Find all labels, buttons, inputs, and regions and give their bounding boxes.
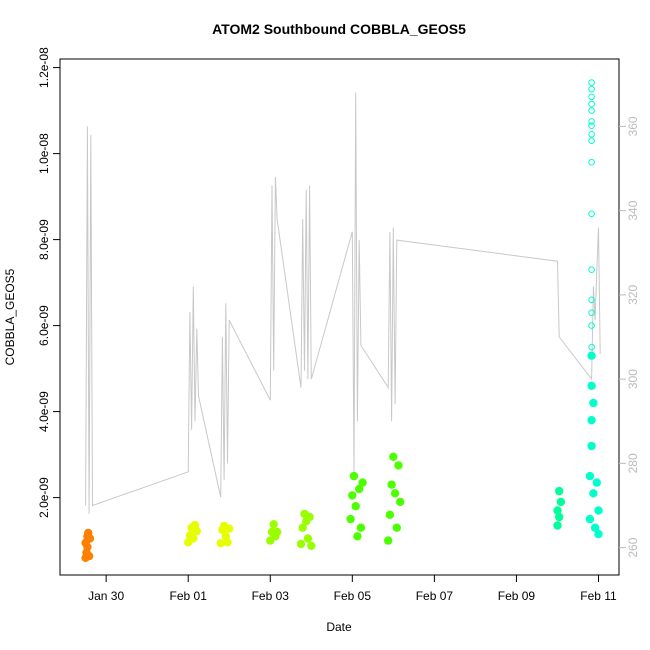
data-point-5-6 [589,489,598,498]
data-point-3-11 [389,452,398,461]
data-point-5-7 [589,398,598,408]
y-tick-label-3: 8.0e-09 [37,219,51,260]
data-point-3-10 [387,480,396,489]
x-tick-label-6: Feb 11 [580,589,617,603]
data-point-5-1 [585,471,595,481]
data-point-1-3 [189,534,198,543]
data-point-3-14 [394,461,403,470]
data-point-2-9 [303,534,313,543]
data-point-0-4 [83,542,92,552]
y-axis-label: COBBLA_GEOS5 [3,268,17,365]
x-tick-label-1: Feb 01 [170,589,208,603]
y2-tick-label-2: 300 [626,369,640,389]
data-point-6-14 [588,322,595,329]
data-point-5-11 [594,529,603,539]
secondary-series-line [85,92,601,514]
data-point-5-2 [587,441,596,451]
x-tick-label-0: Jan 30 [88,589,124,603]
plot-frame [59,58,620,576]
data-point-3-7 [358,478,367,487]
data-point-3-1 [348,491,357,500]
data-point-3-4 [353,532,362,541]
y-tick-label-5: 1.2e-08 [37,47,51,88]
data-point-0-7 [85,534,95,543]
data-point-6-15 [588,343,595,351]
plot-content [81,79,603,562]
chart-title: ATOM2 Southbound COBBLA_GEOS5 [212,21,466,37]
data-point-5-8 [590,523,600,532]
data-point-3-13 [392,523,401,532]
data-point-3-2 [349,471,359,481]
y-axis: 2.0e-09 4.0e-09 6.0e-09 8.0e-09 1.0e-08 1.2e-… [37,47,60,518]
data-point-3-6 [356,523,366,532]
data-point-6-3 [588,100,595,108]
y2-axis: 260 280 300 320 340 360 [619,116,640,558]
data-point-6-12 [588,296,595,304]
data-point-2-6 [298,523,307,532]
data-point-6-2 [588,93,595,101]
data-point-5-9 [592,478,601,487]
data-point-3-12 [390,489,400,498]
y-tick-label-2: 6.0e-09 [37,305,51,346]
data-point-6-5 [588,118,595,125]
data-point-5-5 [587,351,596,360]
data-point-1-11 [225,524,234,533]
data-point-3-0 [346,514,355,524]
data-point-1-10 [223,538,232,547]
data-point-6-10 [588,210,595,218]
data-point-5-10 [594,506,603,515]
data-point-2-10 [305,512,314,522]
x-tick-label-5: Feb 09 [498,589,536,603]
data-point-4-2 [555,486,564,496]
x-axis-label: Date [326,620,352,634]
data-point-6-13 [588,309,595,317]
data-point-3-15 [396,497,405,507]
data-point-1-5 [192,526,201,536]
data-point-6-6 [588,122,595,129]
x-tick-label-3: Feb 05 [334,589,372,603]
x-tick-label-2: Feb 03 [252,589,290,603]
y2-tick-label-5: 360 [626,116,640,136]
data-point-6-1 [588,85,595,93]
data-point-2-5 [296,539,306,549]
data-point-6-11 [588,266,595,274]
data-point-5-4 [587,381,596,390]
y2-tick-label-0: 260 [626,537,640,557]
data-point-4-3 [555,512,564,522]
data-point-0-6 [84,551,94,561]
data-point-4-4 [556,497,566,507]
y-tick-label-4: 1.0e-08 [37,133,51,174]
data-point-3-8 [384,536,393,545]
data-point-3-9 [385,510,395,519]
data-point-3-3 [351,502,360,511]
x-axis: Jan 30 Feb 01 Feb 03 Feb 05 Feb 07 Feb 09 Feb … [88,575,617,603]
data-point-1-6 [216,539,225,548]
data-point-6-9 [588,158,595,166]
data-point-2-4 [272,527,282,537]
y-tick-label-1: 4.0e-09 [37,391,51,432]
data-point-4-1 [553,506,562,515]
data-point-4-0 [553,521,562,530]
data-point-6-7 [588,131,595,138]
y2-tick-label-4: 340 [626,200,640,220]
data-point-5-3 [587,416,596,425]
data-point-2-2 [269,520,278,529]
data-point-6-0 [588,79,595,86]
x-tick-label-4: Feb 07 [416,589,454,603]
data-point-6-4 [588,107,595,114]
y2-tick-label-1: 280 [626,453,640,473]
y2-tick-label-3: 320 [626,285,640,305]
data-point-2-11 [307,541,316,550]
data-point-5-0 [585,514,595,524]
data-point-6-8 [588,137,595,144]
y-tick-label-0: 2.0e-09 [37,477,51,518]
data-point-3-5 [355,484,364,494]
